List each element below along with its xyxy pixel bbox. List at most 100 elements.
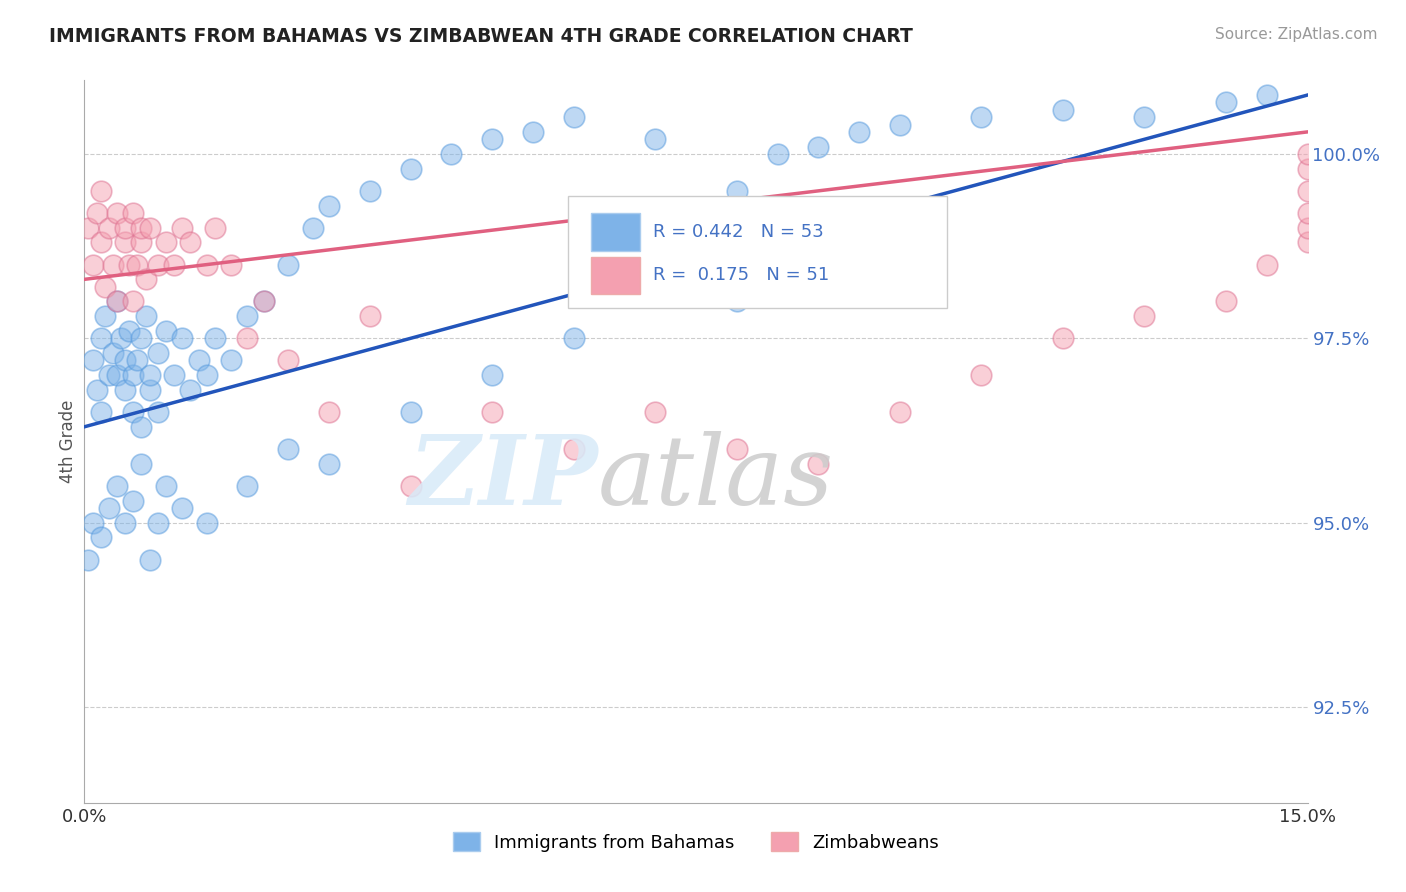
Point: [301, 220, 323, 235]
Point: [889, 220, 911, 235]
Point: [195, 516, 218, 530]
Point: [172, 331, 194, 345]
Point: [146, 346, 169, 360]
Point: [86, 206, 108, 220]
Point: [90, 530, 112, 544]
Point: [118, 258, 141, 272]
Point: [138, 383, 160, 397]
Point: [146, 258, 169, 272]
Point: [101, 258, 124, 272]
Point: [318, 457, 340, 471]
Point: [219, 353, 242, 368]
Point: [122, 294, 145, 309]
Point: [970, 368, 993, 383]
Point: [122, 405, 145, 419]
Point: [644, 132, 666, 146]
Point: [131, 235, 153, 250]
Point: [86, 383, 108, 397]
Point: [146, 516, 169, 530]
Point: [1296, 235, 1319, 250]
Point: [1052, 103, 1074, 117]
Point: [90, 405, 112, 419]
Point: [105, 206, 128, 220]
Point: [77, 220, 100, 235]
Point: [122, 206, 145, 220]
Point: [97, 500, 120, 515]
Point: [131, 457, 153, 471]
Point: [82, 353, 104, 368]
Point: [236, 331, 259, 345]
Point: [253, 294, 276, 309]
Point: [277, 442, 299, 456]
Point: [1133, 309, 1156, 323]
Point: [101, 346, 124, 360]
Point: [359, 184, 381, 198]
Point: [114, 383, 136, 397]
Text: R =  0.175   N = 51: R = 0.175 N = 51: [654, 267, 830, 285]
FancyBboxPatch shape: [568, 196, 946, 308]
Point: [90, 235, 112, 250]
Point: [807, 457, 830, 471]
Point: [219, 258, 242, 272]
Point: [399, 479, 422, 493]
Point: [562, 110, 585, 124]
Point: [970, 110, 993, 124]
Point: [97, 368, 120, 383]
Point: [118, 324, 141, 338]
Point: [725, 294, 748, 309]
Point: [766, 147, 789, 161]
Point: [131, 419, 153, 434]
Point: [105, 368, 128, 383]
Point: [179, 235, 201, 250]
Point: [114, 516, 136, 530]
Point: [155, 324, 177, 338]
Point: [105, 294, 128, 309]
Text: R = 0.442   N = 53: R = 0.442 N = 53: [654, 223, 824, 241]
Point: [1296, 161, 1319, 176]
Point: [114, 220, 136, 235]
Point: [562, 442, 585, 456]
Point: [82, 516, 104, 530]
Y-axis label: 4th Grade: 4th Grade: [59, 400, 77, 483]
Point: [179, 383, 201, 397]
FancyBboxPatch shape: [591, 213, 640, 251]
Text: Source: ZipAtlas.com: Source: ZipAtlas.com: [1215, 27, 1378, 42]
Point: [114, 353, 136, 368]
Point: [155, 235, 177, 250]
Point: [131, 220, 153, 235]
Point: [236, 309, 259, 323]
Point: [155, 479, 177, 493]
Point: [110, 331, 132, 345]
Point: [318, 405, 340, 419]
Point: [1256, 88, 1278, 103]
Point: [172, 500, 194, 515]
Point: [253, 294, 276, 309]
Point: [77, 552, 100, 566]
Point: [93, 279, 115, 293]
Point: [481, 132, 503, 146]
Point: [138, 552, 160, 566]
Point: [122, 493, 145, 508]
Point: [195, 258, 218, 272]
Point: [82, 258, 104, 272]
Point: [277, 258, 299, 272]
Point: [93, 309, 115, 323]
Text: IMMIGRANTS FROM BAHAMAS VS ZIMBABWEAN 4TH GRADE CORRELATION CHART: IMMIGRANTS FROM BAHAMAS VS ZIMBABWEAN 4T…: [49, 27, 912, 45]
Point: [105, 479, 128, 493]
Point: [135, 272, 157, 286]
Point: [562, 331, 585, 345]
Point: [1052, 331, 1074, 345]
Point: [131, 331, 153, 345]
Point: [318, 199, 340, 213]
Point: [399, 161, 422, 176]
Point: [440, 147, 463, 161]
Point: [725, 184, 748, 198]
Point: [236, 479, 259, 493]
Point: [105, 294, 128, 309]
Point: [204, 331, 226, 345]
Point: [195, 368, 218, 383]
Point: [90, 331, 112, 345]
Point: [1296, 220, 1319, 235]
Point: [97, 220, 120, 235]
Text: ZIP: ZIP: [409, 431, 598, 524]
